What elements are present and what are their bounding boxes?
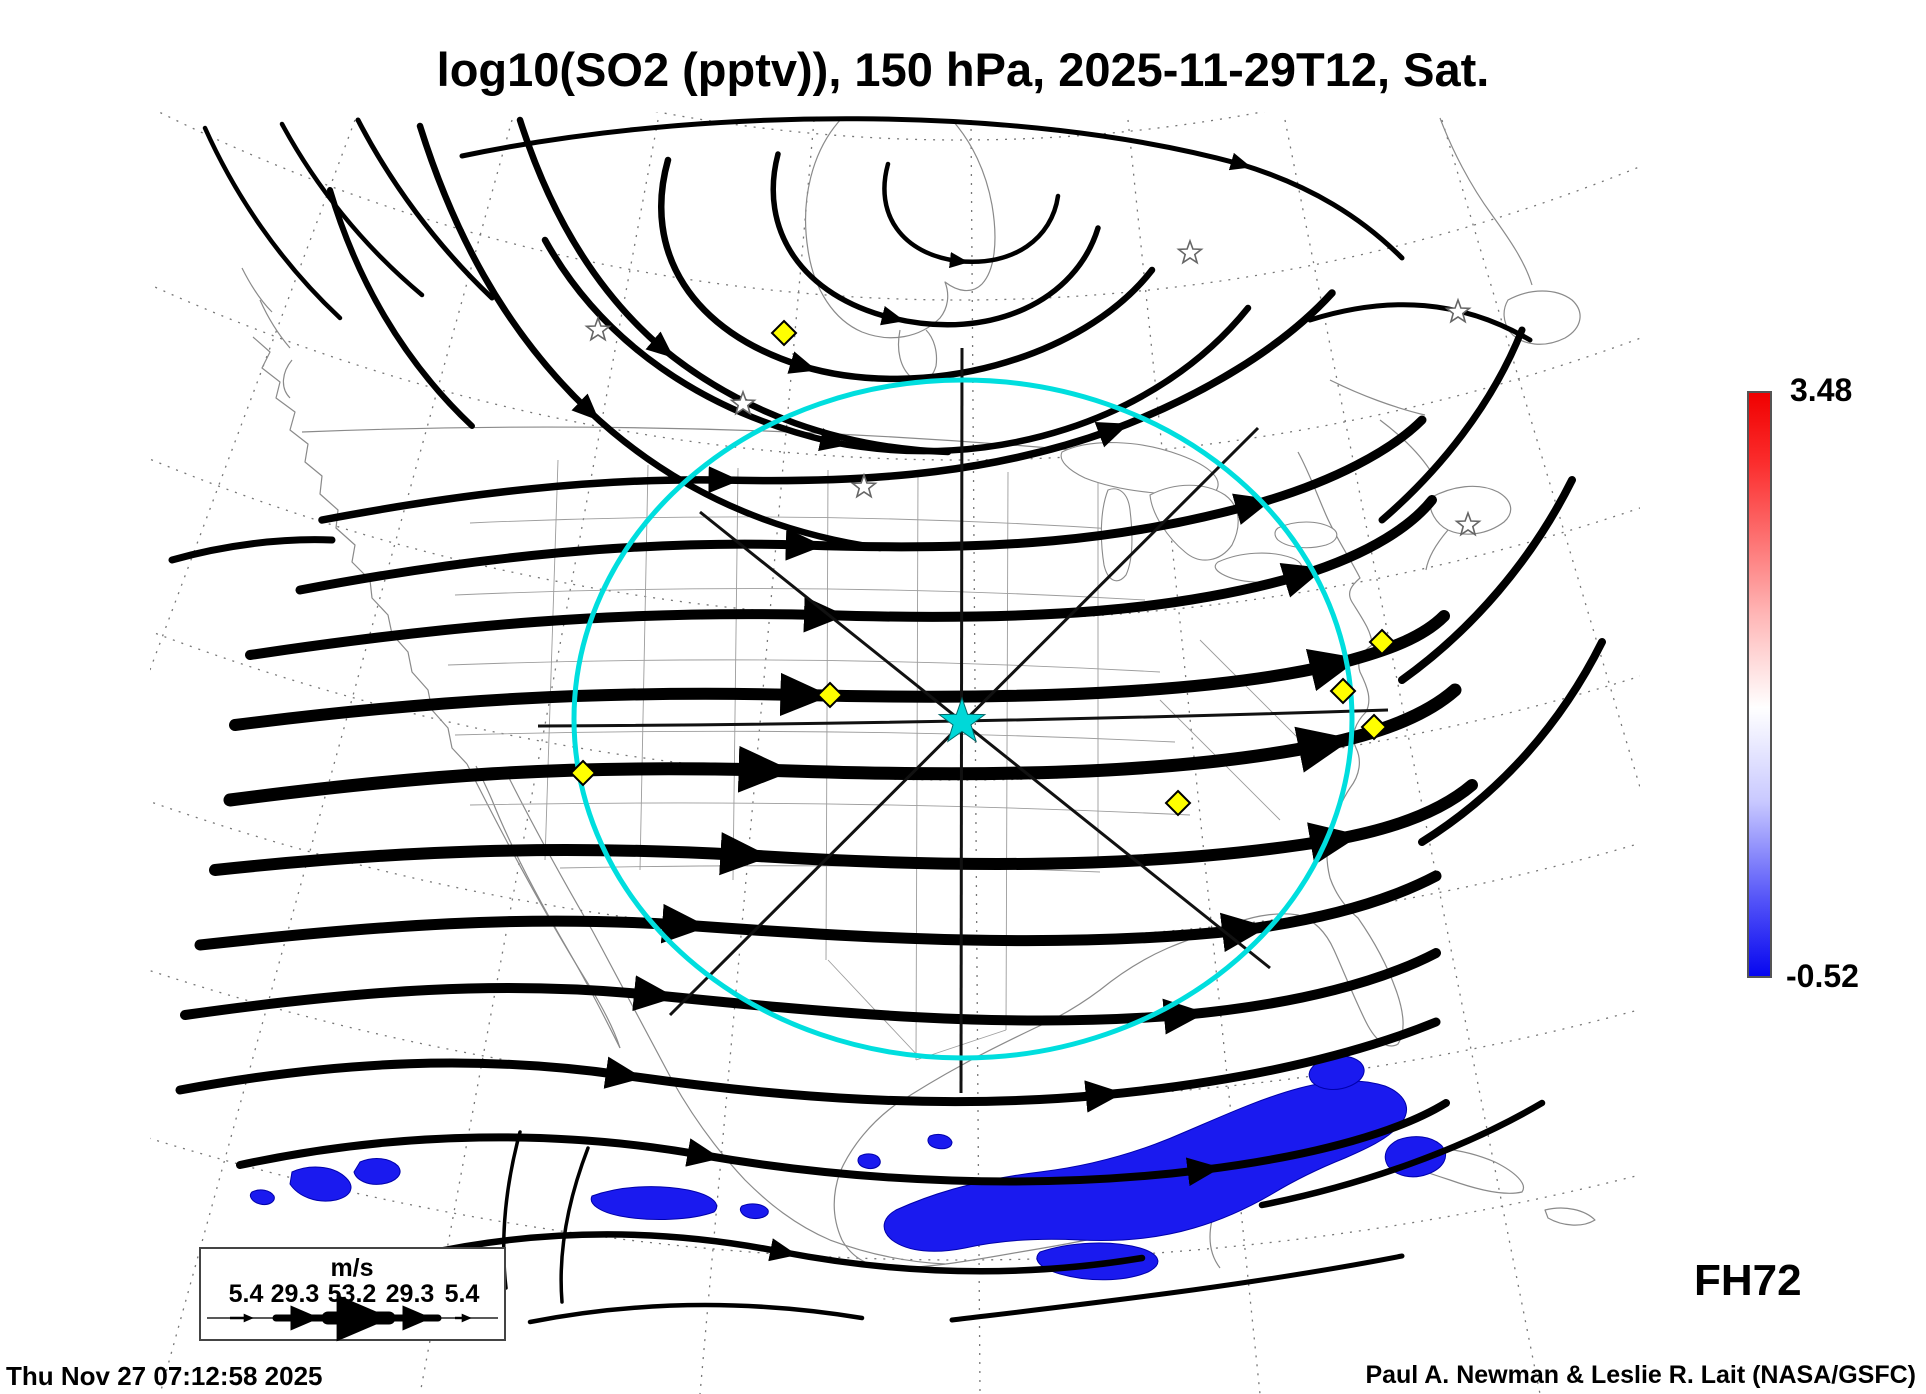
wind-speed-legend: m/s 5.4 29.3 53.2 29.3 5.4 bbox=[199, 1247, 506, 1342]
site-diamond bbox=[569, 759, 597, 787]
site-diamond bbox=[1164, 789, 1192, 817]
forecast-hour-label: FH72 bbox=[1694, 1256, 1802, 1305]
site-star bbox=[729, 389, 757, 416]
generation-timestamp: Thu Nov 27 07:12:58 2025 bbox=[6, 1361, 323, 1391]
plot-title: log10(SO2 (pptv)), 150 hPa, 2025-11-29T1… bbox=[436, 43, 1490, 96]
great-lakes bbox=[1060, 442, 1338, 583]
legend-speed-label: 29.3 bbox=[271, 1280, 320, 1308]
site-diamond bbox=[1368, 628, 1396, 656]
legend-speed-label: 5.4 bbox=[229, 1280, 264, 1308]
site-diamond bbox=[816, 681, 844, 709]
legend-units-label: m/s bbox=[330, 1254, 373, 1282]
site-diamond bbox=[1360, 713, 1388, 741]
site-star bbox=[1454, 510, 1482, 537]
site-star bbox=[1444, 297, 1472, 324]
site-star bbox=[584, 315, 612, 342]
site-star bbox=[1176, 238, 1204, 265]
site-diamond-markers bbox=[569, 319, 1396, 817]
site-star bbox=[850, 472, 878, 499]
center-star bbox=[937, 696, 987, 743]
site-diamond bbox=[1329, 677, 1357, 705]
trajectory-ring bbox=[571, 377, 1355, 1061]
colorbar-min-label: -0.52 bbox=[1786, 958, 1859, 994]
site-diamond bbox=[770, 319, 798, 347]
legend-speed-label: 29.3 bbox=[386, 1280, 435, 1308]
streamlines bbox=[168, 116, 1606, 1325]
site-star-markers bbox=[584, 238, 1482, 537]
colorbar bbox=[1747, 391, 1772, 978]
credit-text: Paul A. Newman & Leslie R. Lait (NASA/GS… bbox=[1365, 1361, 1916, 1389]
legend-speed-label: 5.4 bbox=[445, 1280, 480, 1308]
legend-speed-label: 53.2 bbox=[328, 1280, 377, 1308]
colorbar-max-label: 3.48 bbox=[1790, 372, 1853, 408]
